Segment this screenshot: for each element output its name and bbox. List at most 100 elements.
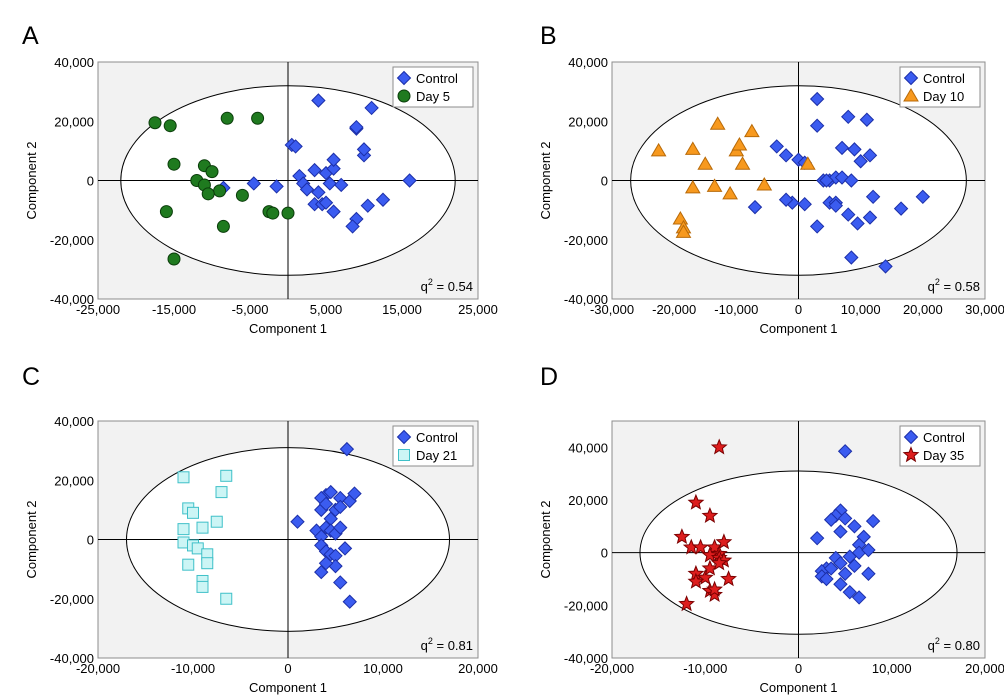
data-point <box>722 185 738 200</box>
data-point <box>311 93 326 108</box>
data-point <box>290 514 305 529</box>
y-tick-label: -40,000 <box>564 651 608 666</box>
data-point <box>182 558 195 571</box>
data-point <box>819 571 834 587</box>
panel-d: D -20,000 -10,000 0 10,000 20,000 40,000 20,000… <box>538 363 1004 695</box>
data-point <box>322 176 338 191</box>
x-axis-title: Component 1 <box>759 321 837 336</box>
y-tick-label: 0 <box>601 546 608 561</box>
x-tick-label: -10,000 <box>714 302 758 317</box>
x-tick-label: 0 <box>795 302 802 317</box>
legend-label: Control <box>923 71 965 86</box>
data-point <box>915 189 931 205</box>
x-tick-label: 0 <box>795 661 802 676</box>
data-point <box>834 140 850 156</box>
y-tick-label: 0 <box>601 174 608 189</box>
data-point <box>823 512 839 527</box>
data-point <box>756 176 773 191</box>
legend-label: Day 35 <box>923 448 964 463</box>
data-point <box>342 594 357 609</box>
legend-label: Control <box>416 430 458 445</box>
data-point <box>797 196 812 212</box>
legend-label: Control <box>923 430 965 445</box>
data-point <box>675 224 692 238</box>
data-point <box>841 109 856 125</box>
data-point <box>196 580 209 593</box>
data-point <box>269 179 284 194</box>
data-point <box>833 577 848 592</box>
x-tick-label: 20,000 <box>965 661 1004 676</box>
q2-annotation: q2 = 0.80 <box>928 636 980 653</box>
data-point <box>311 185 326 200</box>
data-point <box>853 154 868 169</box>
data-point <box>862 148 878 163</box>
legend: Control Day 21 <box>392 425 474 467</box>
y-tick-label: -40,000 <box>564 292 608 307</box>
data-point <box>333 177 349 193</box>
data-point <box>375 192 391 207</box>
y-axis-title: Component 2 <box>538 141 553 219</box>
data-point <box>692 538 709 555</box>
data-point <box>201 187 215 201</box>
x-tick-label: -20,000 <box>76 661 120 676</box>
data-point <box>878 259 893 274</box>
data-point <box>220 111 234 125</box>
data-point <box>710 554 728 571</box>
data-point <box>220 592 233 605</box>
data-point <box>809 91 825 107</box>
x-tick-label: -30,000 <box>590 302 634 317</box>
legend: Control Day 10 <box>899 66 981 108</box>
data-point <box>364 100 379 116</box>
x-tick-label: 20,000 <box>903 302 943 317</box>
data-point <box>205 165 219 179</box>
data-point <box>709 116 726 130</box>
data-point <box>215 486 228 499</box>
x-tick-label: -25,000 <box>76 302 120 317</box>
data-point <box>687 493 705 510</box>
data-point <box>706 585 723 602</box>
data-point <box>673 528 691 544</box>
y-tick-label: -40,000 <box>50 651 94 666</box>
data-point <box>865 513 881 529</box>
data-point <box>809 530 825 546</box>
series-control <box>809 444 881 605</box>
data-point <box>809 118 825 133</box>
legend: Control Day 5 <box>392 66 474 108</box>
data-point <box>833 524 848 539</box>
series-control <box>216 93 417 234</box>
data-point <box>893 201 909 216</box>
data-point <box>220 469 233 482</box>
data-point <box>288 139 303 154</box>
data-point <box>337 541 353 556</box>
legend-label: Day 5 <box>416 89 450 104</box>
data-point <box>747 199 763 215</box>
data-point <box>326 204 341 219</box>
data-point <box>187 506 199 519</box>
y-tick-label: 40,000 <box>568 440 608 455</box>
y-tick-label: -20,000 <box>50 592 94 607</box>
legend-marker <box>398 449 410 461</box>
x-tick-label: 15,000 <box>382 302 422 317</box>
data-point <box>865 189 881 205</box>
data-point <box>318 195 334 210</box>
q2-annotation: q2 = 0.58 <box>928 277 980 294</box>
panel-a: A -25,000 -15,000 -5,000 5,000 15,000 25,000 40… <box>22 22 498 336</box>
x-tick-label: -20,000 <box>652 302 696 317</box>
legend-marker <box>396 70 412 86</box>
x-axis-title: Component 1 <box>249 321 327 336</box>
series-day-21 <box>177 469 233 605</box>
data-point <box>844 250 859 265</box>
data-point <box>715 533 733 550</box>
x-tick-label: 10,000 <box>841 302 881 317</box>
y-tick-label: -20,000 <box>564 233 608 248</box>
data-point <box>687 572 705 589</box>
panel-b: B -30,000 -20,000 -10,000 0 10,000 20,000 30,00… <box>538 22 1004 336</box>
data-point <box>333 575 348 590</box>
x-tick-label: -10,000 <box>683 661 727 676</box>
data-point <box>177 523 190 536</box>
data-point <box>769 139 784 154</box>
series-control <box>747 91 931 274</box>
x-axis-title: Component 1 <box>759 680 837 695</box>
data-point <box>281 206 295 220</box>
data-point <box>684 141 701 155</box>
